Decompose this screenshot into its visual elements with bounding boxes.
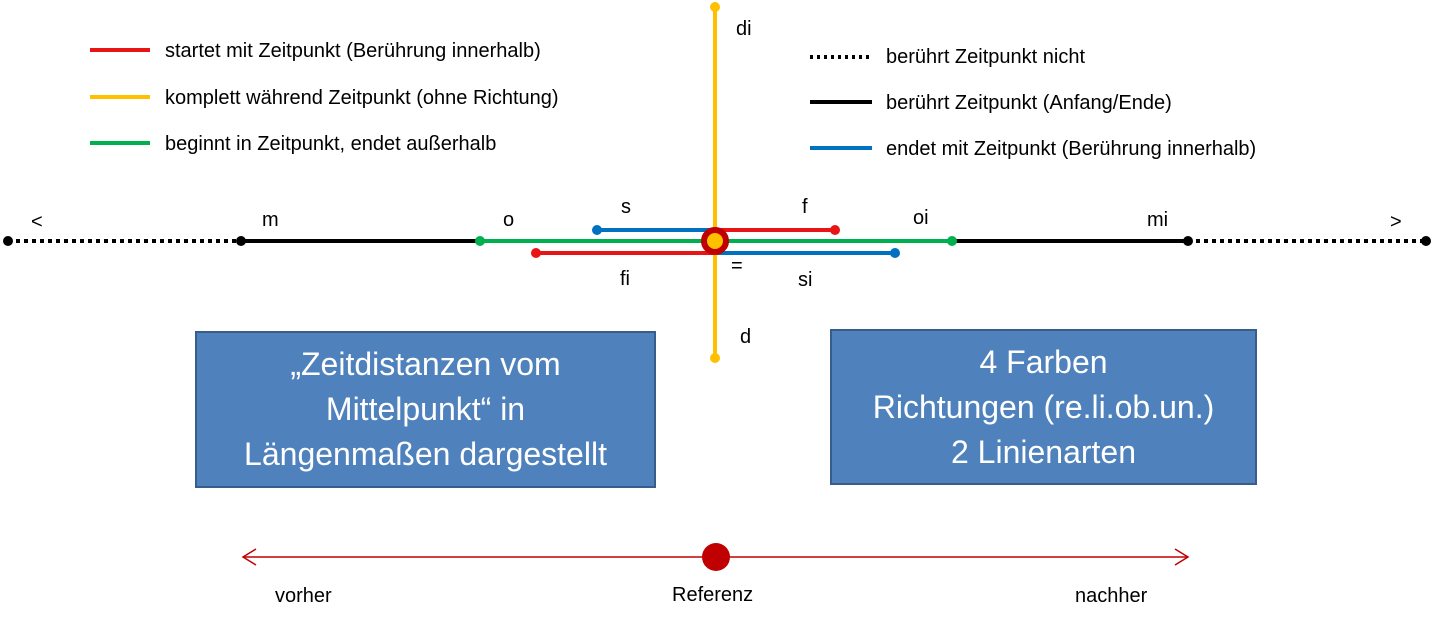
label-finishes: f bbox=[802, 196, 808, 218]
info-box-distances: „Zeitdistanzen vom Mittelpunkt“ in Länge… bbox=[195, 331, 656, 488]
timeline-right-arrowhead bbox=[1174, 548, 1190, 566]
info-box-colors: 4 Farben Richtungen (re.li.ob.un.) 2 Lin… bbox=[830, 329, 1257, 485]
label-finished-by: fi bbox=[620, 268, 630, 290]
met-by-endpoint bbox=[1183, 236, 1193, 246]
timeline-after-label: nachher bbox=[1075, 585, 1148, 607]
inner-relations bbox=[531, 225, 900, 258]
label-after: > bbox=[1390, 211, 1402, 233]
finishes-endpoint bbox=[830, 225, 840, 235]
label-overlapped-by: oi bbox=[913, 207, 929, 229]
center-dot bbox=[711, 237, 719, 245]
timeline-left-arrowhead bbox=[241, 548, 257, 566]
legend-left-label-2: komplett während Zeitpunkt (ohne Richtun… bbox=[165, 87, 559, 109]
label-met-by: mi bbox=[1147, 209, 1168, 231]
label-starts: s bbox=[621, 196, 631, 218]
info-box-colors-line-2: Richtungen (re.li.ob.un.) bbox=[872, 388, 1215, 425]
timeline-before-label: vorher bbox=[275, 585, 332, 607]
info-box-colors-line-1: 4 Farben bbox=[979, 343, 1108, 380]
label-overlaps: o bbox=[503, 209, 514, 231]
label-started-by: si bbox=[798, 269, 812, 291]
vertical-axis bbox=[710, 2, 720, 363]
during-endpoint bbox=[710, 353, 720, 363]
after-endpoint bbox=[1421, 236, 1431, 246]
started-by-endpoint bbox=[890, 248, 900, 258]
legend-right: berührt Zeitpunkt nicht berührt Zeitpunk… bbox=[810, 46, 1256, 160]
label-meets: m bbox=[262, 209, 279, 231]
main-axis bbox=[3, 236, 1431, 246]
legend-left-label-1: startet mit Zeitpunkt (Berührung innerha… bbox=[165, 40, 541, 62]
legend-left-label-3: beginnt in Zeitpunkt, endet außerhalb bbox=[165, 133, 496, 155]
reference-timeline: vorher Referenz nachher bbox=[241, 543, 1190, 607]
legend-right-label-1: berührt Zeitpunkt nicht bbox=[886, 46, 1085, 68]
legend-right-label-2: berührt Zeitpunkt (Anfang/Ende) bbox=[886, 92, 1172, 114]
label-contains: di bbox=[736, 18, 752, 40]
overlapped-by-endpoint bbox=[947, 236, 957, 246]
info-box-distances-line-3: Längenmaßen dargestellt bbox=[244, 436, 607, 472]
before-endpoint bbox=[3, 236, 13, 246]
info-box-colors-line-3: 2 Linienarten bbox=[950, 433, 1137, 470]
starts-endpoint bbox=[592, 225, 602, 235]
label-before: < bbox=[31, 211, 43, 233]
info-box-distances-line-1: „Zeitdistanzen vom bbox=[290, 346, 561, 382]
legend-left: startet mit Zeitpunkt (Berührung innerha… bbox=[90, 40, 559, 155]
label-equals: = bbox=[731, 255, 743, 277]
overlaps-endpoint bbox=[475, 236, 485, 246]
finished-by-endpoint bbox=[531, 248, 541, 258]
label-during: d bbox=[740, 326, 751, 348]
legend-right-label-3: endet mit Zeitpunkt (Berührung innerhalb… bbox=[886, 138, 1256, 160]
info-box-distances-line-2: Mittelpunkt“ in bbox=[325, 391, 526, 427]
reference-point bbox=[702, 543, 730, 571]
contains-endpoint bbox=[710, 2, 720, 12]
meets-endpoint bbox=[236, 236, 246, 246]
timeline-reference-label: Referenz bbox=[672, 584, 753, 606]
